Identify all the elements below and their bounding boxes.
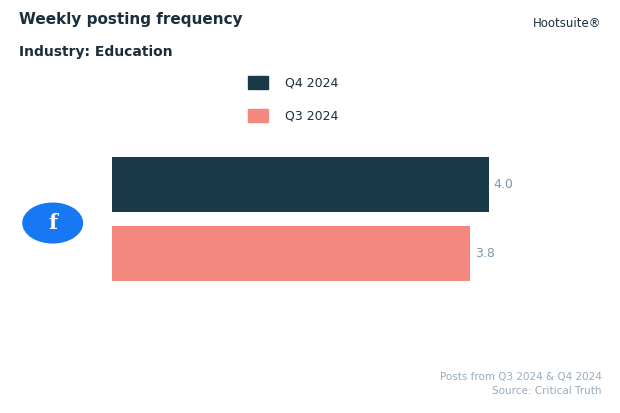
Text: f: f [48,213,57,233]
Bar [112,157,489,212]
Text: 4.0: 4.0 [494,178,513,191]
Bar [112,226,470,281]
Text: Q4 2024: Q4 2024 [285,76,339,89]
Text: Posts from Q3 2024 & Q4 2024
Source: Critical Truth: Posts from Q3 2024 & Q4 2024 Source: Cri… [440,372,601,396]
Text: 3.8: 3.8 [475,247,495,260]
Text: Hootsuite®: Hootsuite® [533,17,601,29]
Text: Q3 2024: Q3 2024 [285,109,339,122]
Text: Industry: Education: Industry: Education [19,45,172,59]
Text: Weekly posting frequency: Weekly posting frequency [19,12,242,27]
